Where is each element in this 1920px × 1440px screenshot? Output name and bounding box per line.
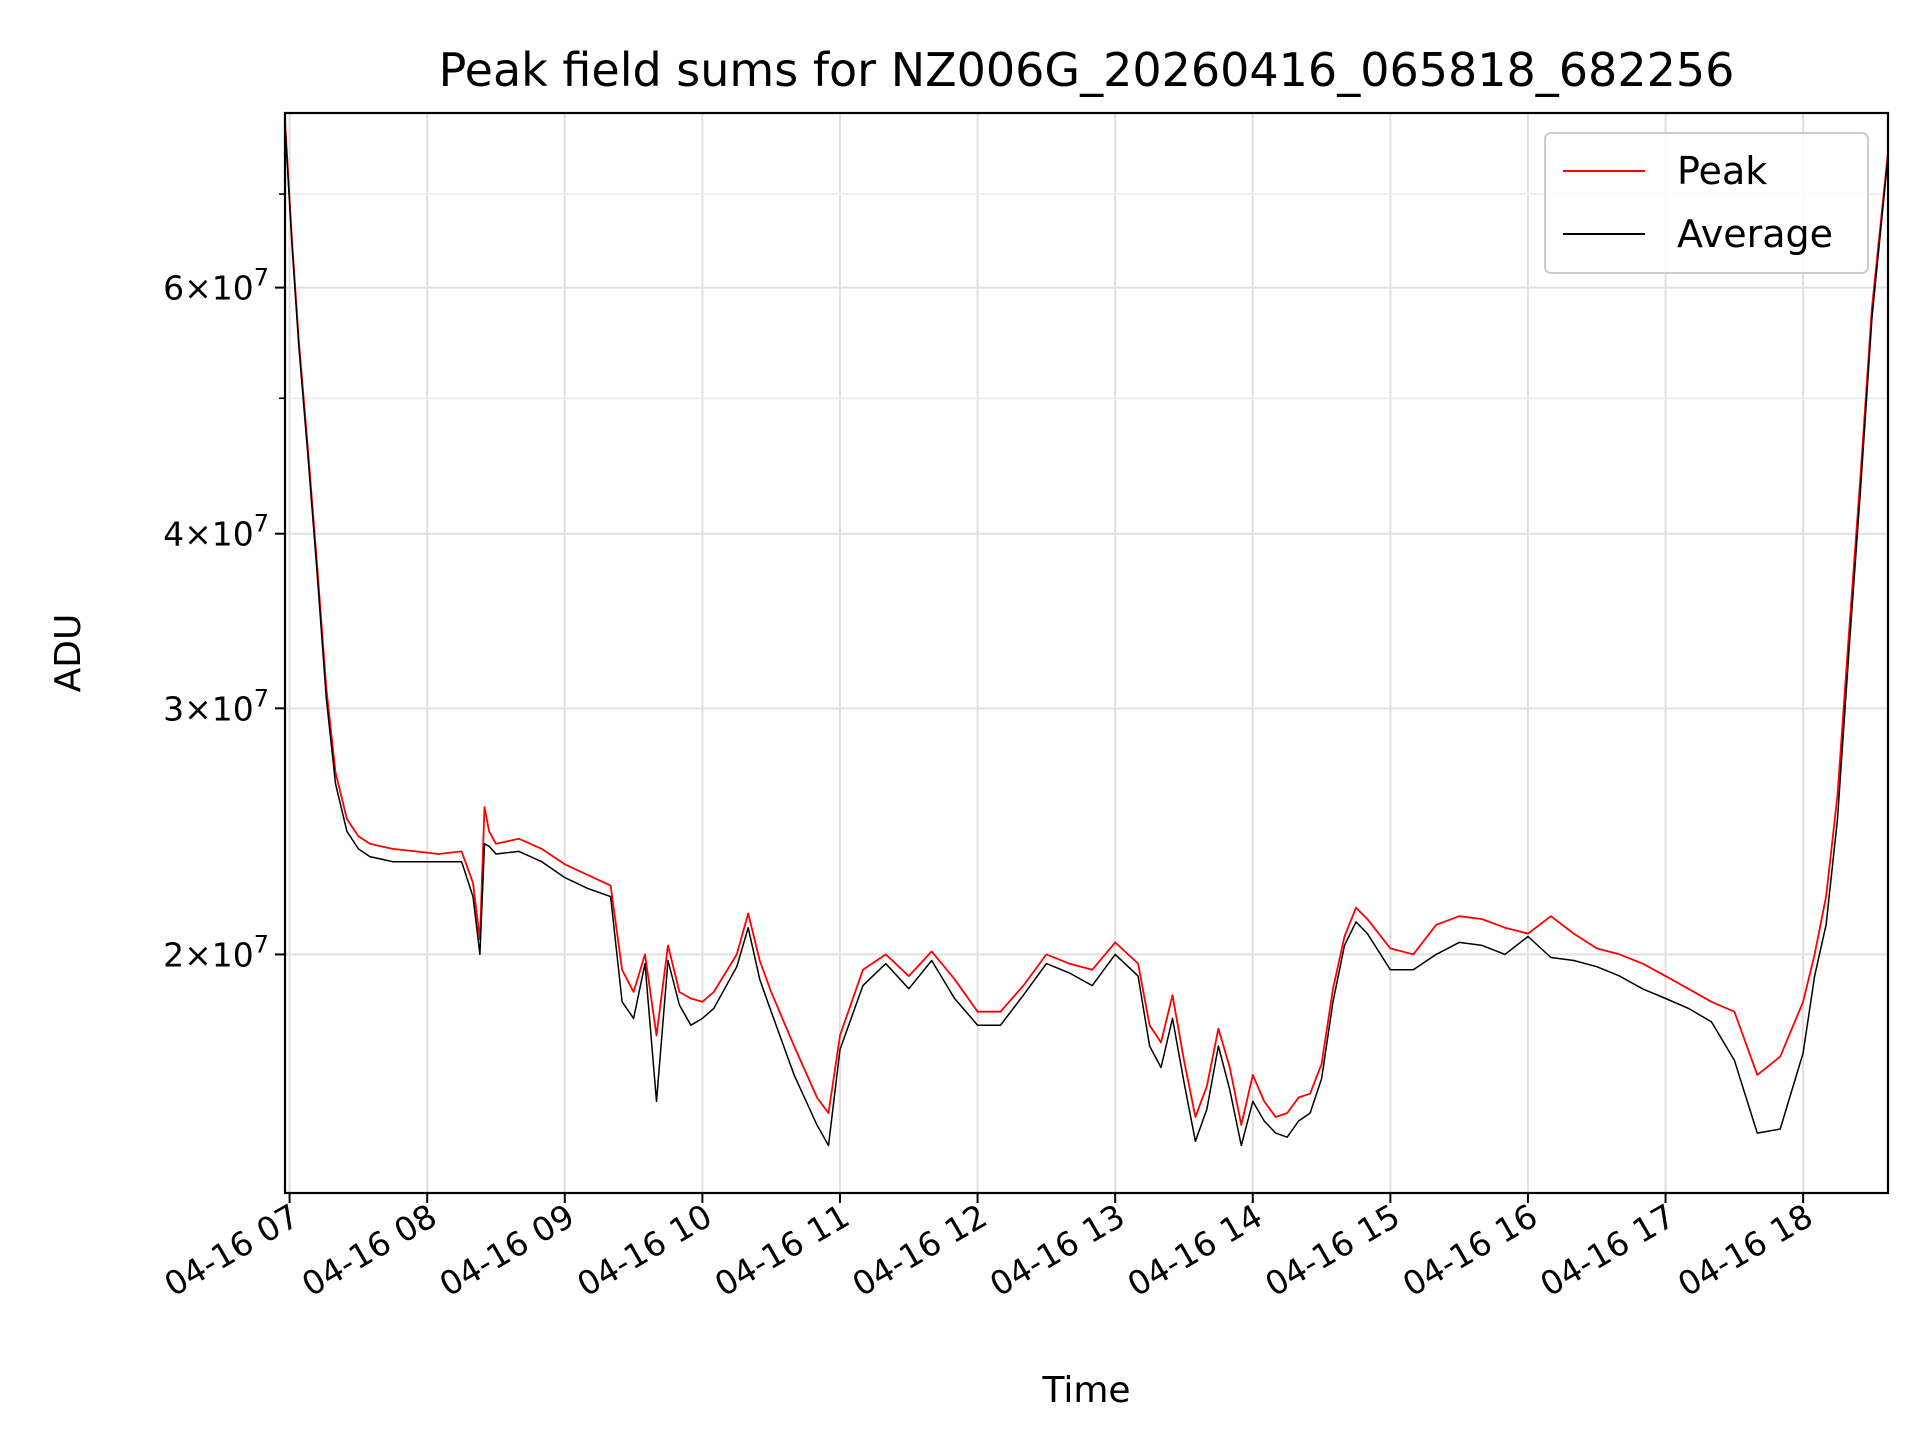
chart-title: Peak field sums for NZ006G_20260416_0658… [439, 43, 1735, 97]
y-tick-mantissa: 3 [163, 689, 184, 728]
y-axis-title: ADU [48, 614, 89, 693]
y-tick-label: 2×107 [163, 930, 269, 974]
legend-box [1544, 132, 1869, 274]
y-tick-mantissa: 6 [163, 269, 184, 308]
legend: Peak Average [1544, 132, 1869, 274]
y-tick-exponent: 7 [254, 264, 269, 292]
plot-frame [283, 111, 1890, 1195]
grid-lines [285, 113, 1888, 1193]
y-tick-times-ten: ×10 [184, 515, 254, 554]
y-tick-times-ten: ×10 [184, 935, 254, 974]
x-axis-title: Time [1041, 1370, 1130, 1411]
y-tick-exponent: 7 [254, 510, 269, 538]
y-tick-times-ten: ×10 [184, 689, 254, 728]
y-tick-mantissa: 2 [163, 935, 184, 974]
series-line-peak [284, 120, 1889, 1126]
y-tick-label: 6×107 [163, 264, 269, 308]
y-tick-exponent: 7 [254, 930, 269, 958]
y-tick-exponent: 7 [254, 684, 269, 712]
legend-label-average: Average [1677, 212, 1833, 256]
legend-label-peak: Peak [1677, 149, 1767, 193]
series-line-average [284, 124, 1889, 1147]
y-tick-mantissa: 4 [163, 515, 184, 554]
series-layer [284, 120, 1889, 1147]
y-tick-label: 3×107 [163, 684, 269, 728]
y-tick-times-ten: ×10 [184, 269, 254, 308]
y-tick-label: 4×107 [163, 510, 269, 554]
